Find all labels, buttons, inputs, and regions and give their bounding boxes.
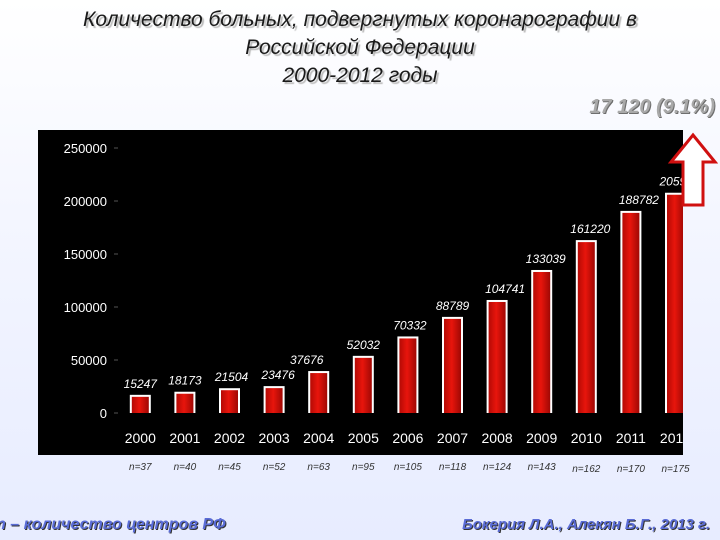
center-count: n=37 — [129, 462, 152, 473]
center-count: n=124 — [483, 462, 512, 473]
bar-value-label: 70332 — [393, 318, 427, 332]
x-tick-label: 2003 — [259, 430, 290, 446]
chart-canvas: 0 50000 100000 150000 200000 250000 15247 2000 1… — [64, 141, 683, 446]
bar-value-label: 88789 — [436, 299, 470, 313]
x-tick-label: 2008 — [482, 430, 513, 446]
x-tick-label: 2004 — [303, 430, 334, 446]
title-line-2: Российской Федерации — [245, 36, 475, 59]
x-tick-label: 2000 — [125, 430, 156, 446]
title-line-3: 2000-2012 годы — [282, 64, 438, 87]
title-line-1: Количество больных, подвергнутых коронар… — [83, 8, 637, 31]
bar-value-label: 21504 — [214, 370, 249, 384]
x-tick-label: 2010 — [571, 430, 602, 446]
bar-chart: 0 50000 100000 150000 200000 250000 15247 2000 1… — [38, 130, 683, 455]
x-tick-label: 2001 — [169, 430, 200, 446]
bar — [221, 390, 238, 413]
increase-label: 17 120 (9.1%) — [589, 96, 715, 118]
center-count: n=162 — [572, 464, 601, 475]
bar — [488, 301, 506, 413]
bar — [577, 242, 595, 413]
bar-value-label: 188782 — [619, 193, 659, 207]
bar-value-label: 15247 — [124, 377, 159, 391]
chart-title: Количество больных, подвергнутых коронар… — [0, 6, 720, 90]
bar-value-label: 37676 — [290, 353, 324, 367]
bar-value-label: 18173 — [168, 374, 202, 388]
bar-value-label: 23476 — [260, 368, 295, 382]
bar — [310, 373, 328, 413]
centers-row: n=37 n=40 n=45 n=52 n=63 n=95 n=105 n=118 n=124 n… — [0, 458, 720, 478]
y-tick-label: 0 — [100, 406, 107, 421]
x-tick-label: 2012 — [660, 430, 683, 446]
y-tick-label: 50000 — [71, 353, 107, 368]
center-count: n=95 — [352, 462, 375, 473]
center-count: n=63 — [307, 462, 330, 473]
x-tick-label: 2009 — [526, 430, 557, 446]
footer-source: Бокерия Л.А., Алекян Б.Г., 2013 г. — [462, 516, 710, 533]
center-count: n=52 — [262, 462, 286, 473]
center-count: n=118 — [438, 462, 467, 473]
center-count: n=45 — [218, 462, 241, 473]
bar-value-label: 133039 — [526, 252, 566, 266]
y-tick-label: 250000 — [64, 141, 107, 156]
bar — [667, 194, 683, 413]
bar — [131, 396, 149, 413]
center-count: n=105 — [393, 462, 422, 473]
bar — [176, 393, 194, 413]
x-tick-label: 2005 — [348, 430, 379, 446]
bar — [265, 388, 283, 413]
bar — [622, 212, 640, 413]
x-tick-label: 2011 — [616, 430, 646, 446]
x-tick-label: 2007 — [437, 430, 468, 446]
x-tick-label: 2002 — [214, 430, 245, 446]
up-arrow-icon — [668, 132, 718, 207]
y-tick-label: 100000 — [64, 300, 107, 315]
bar — [444, 318, 461, 413]
y-tick-label: 150000 — [64, 247, 107, 262]
bar — [354, 357, 372, 413]
y-tick-label: 200000 — [64, 194, 107, 209]
x-tick-label: 2006 — [392, 430, 423, 446]
bar-value-label: 161220 — [570, 222, 610, 236]
center-count: n=175 — [661, 464, 690, 475]
bar-value-label: 104741 — [485, 282, 525, 296]
bar-value-label: 205902 — [658, 175, 683, 189]
center-count: n=40 — [173, 462, 197, 473]
footer-note: n – количество центров РФ — [0, 516, 226, 533]
center-count: n=170 — [616, 464, 645, 475]
bar-value-label: 52032 — [347, 338, 381, 352]
bar — [533, 271, 551, 413]
bar — [399, 338, 417, 413]
center-count: n=143 — [527, 462, 556, 473]
